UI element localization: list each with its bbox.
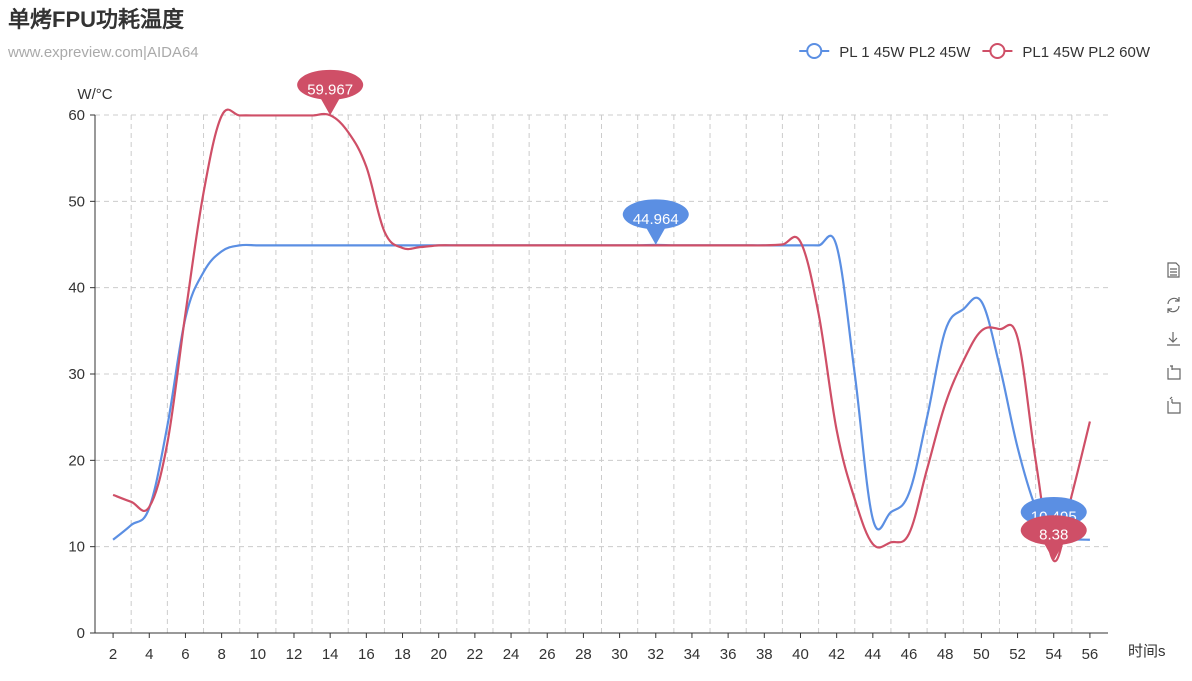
mark-point: 44.964: [622, 199, 689, 245]
y-tick-label: 0: [77, 625, 85, 642]
x-tick-label: 38: [756, 646, 773, 663]
x-tick-label: 32: [647, 646, 664, 663]
legend-marker: [806, 43, 823, 59]
mark-pin: [622, 199, 689, 245]
x-tick-label: 24: [503, 646, 520, 663]
x-axis-label: 时间s: [1128, 643, 1166, 660]
y-tick-label: 60: [68, 107, 85, 124]
y-tick-label: 30: [68, 366, 85, 383]
x-tick-label: 18: [394, 646, 411, 663]
x-tick-label: 4: [145, 646, 153, 663]
mark-point-label: 8.38: [1039, 527, 1068, 544]
x-tick-label: 10: [249, 646, 266, 663]
x-tick-label: 2: [109, 646, 117, 663]
mark-point: 59.967: [297, 69, 364, 116]
mark-point: 8.38: [1020, 515, 1087, 561]
y-tick-label: 50: [68, 193, 85, 210]
y-tick-label: 40: [68, 280, 85, 297]
series-line: [112, 108, 1091, 563]
legend-marker: [989, 43, 1006, 59]
x-tick-label: 42: [828, 646, 845, 663]
series-line: [112, 234, 1090, 546]
x-tick-label: 48: [937, 646, 954, 663]
y-tick-label: 20: [68, 452, 85, 469]
tool-restore[interactable]: [1167, 297, 1180, 313]
x-tick-label: 34: [684, 646, 701, 663]
x-tick-label: 46: [901, 646, 918, 663]
x-tick-label: 44: [864, 646, 881, 663]
tool-back[interactable]: [1167, 396, 1181, 414]
x-tick-label: 28: [575, 646, 592, 663]
x-tick-label: 36: [720, 646, 737, 663]
tool-zoom[interactable]: [1167, 365, 1181, 380]
x-tick-label: 20: [430, 646, 447, 663]
x-tick-label: 40: [792, 646, 809, 663]
x-tick-label: 30: [611, 646, 628, 663]
chart-title: 单烤FPU功耗温度: [8, 7, 185, 32]
x-tick-label: 6: [181, 646, 189, 663]
mark-point-label: 44.964: [633, 211, 679, 228]
y-axis-label: W/°C: [77, 86, 112, 103]
x-tick-label: 14: [322, 646, 339, 663]
x-tick-label: 50: [973, 646, 990, 663]
legend-label: PL 1 45W PL2 45W: [839, 44, 971, 61]
mark-point-label: 59.967: [307, 81, 353, 98]
toolbox[interactable]: [1167, 262, 1181, 414]
tool-save[interactable]: [1167, 332, 1180, 346]
tool-data-view[interactable]: [1167, 262, 1180, 278]
x-tick-label: 56: [1082, 646, 1099, 663]
legend-label: PL1 45W PL2 60W: [1022, 44, 1150, 61]
x-tick-label: 8: [217, 646, 225, 663]
mark-pin: [1020, 515, 1087, 561]
x-tick-label: 52: [1009, 646, 1026, 663]
x-tick-label: 12: [286, 646, 303, 663]
x-tick-label: 26: [539, 646, 556, 663]
y-tick-label: 10: [68, 539, 85, 556]
mark-pin: [297, 69, 364, 116]
x-tick-label: 16: [358, 646, 375, 663]
x-tick-label: 54: [1045, 646, 1062, 663]
x-tick-label: 22: [467, 646, 484, 663]
chart-subtitle: www.expreview.com|AIDA64: [7, 44, 199, 61]
